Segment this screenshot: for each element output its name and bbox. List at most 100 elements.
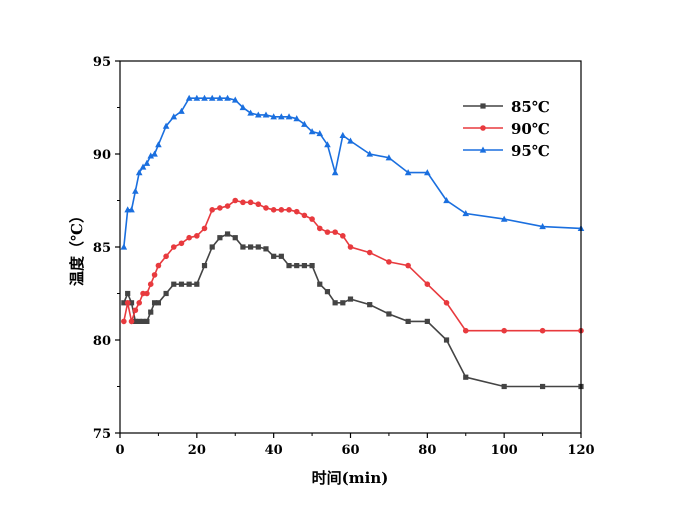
data-point [366, 249, 373, 256]
series-2 [120, 94, 585, 250]
y-tick-label: 80 [93, 334, 111, 349]
data-point [255, 201, 262, 208]
legend-label: 95℃ [511, 142, 550, 160]
y-tick-label: 95 [93, 55, 111, 70]
data-point [286, 263, 292, 269]
data-point [121, 318, 127, 325]
legend-marker [480, 103, 486, 109]
data-point [186, 234, 192, 241]
data-point [278, 207, 285, 213]
data-point [194, 233, 200, 239]
data-point [201, 263, 208, 269]
legend-label: 90℃ [511, 120, 550, 138]
y-tick-label: 90 [93, 148, 111, 163]
x-tick-label: 20 [188, 443, 206, 458]
legend-item: 90℃ [463, 120, 550, 138]
data-point [278, 113, 285, 120]
legend-label: 85℃ [511, 98, 550, 116]
data-point [128, 206, 135, 213]
data-point [255, 111, 262, 118]
data-point [339, 131, 347, 138]
data-point [263, 246, 269, 252]
x-tick-label: 60 [341, 443, 359, 458]
data-point [155, 300, 162, 306]
data-point [347, 296, 354, 302]
data-point [309, 216, 315, 222]
data-point [331, 169, 339, 176]
data-point [308, 128, 316, 135]
legend: 85℃ 90℃ 95℃ [463, 98, 550, 160]
data-point [501, 383, 507, 390]
data-point [539, 223, 546, 230]
data-point [332, 300, 338, 306]
data-point [293, 115, 301, 122]
data-point [301, 120, 308, 127]
data-point [120, 243, 128, 250]
data-point [500, 215, 508, 222]
x-tick-label: 0 [115, 443, 124, 458]
data-point [332, 229, 338, 235]
data-point [294, 263, 300, 269]
data-point [148, 309, 154, 315]
x-tick-label: 120 [567, 443, 594, 458]
data-point [163, 290, 169, 297]
data-point [463, 374, 469, 380]
data-point [443, 197, 450, 204]
data-point [301, 263, 307, 269]
y-tick-label: 75 [93, 427, 111, 442]
data-point [240, 199, 246, 206]
data-point [255, 244, 261, 250]
data-point [140, 318, 146, 324]
data-point [301, 212, 308, 219]
data-point [209, 207, 215, 213]
data-point [340, 233, 346, 239]
data-point [248, 244, 254, 250]
data-point [178, 240, 185, 247]
y-tick-label: 85 [93, 241, 111, 256]
data-point [151, 300, 158, 306]
data-point [263, 205, 269, 211]
data-point [132, 318, 138, 324]
series-1 [121, 197, 584, 334]
data-point [239, 104, 247, 111]
data-point [270, 113, 277, 120]
data-point [324, 141, 331, 148]
data-point [170, 113, 178, 120]
data-point [162, 122, 170, 129]
data-point [124, 300, 131, 306]
data-point [136, 300, 143, 306]
legend-marker [480, 125, 486, 131]
data-point [247, 199, 254, 206]
data-point [424, 169, 431, 176]
data-point [178, 107, 185, 114]
data-point [209, 244, 215, 250]
series-0 [121, 231, 584, 390]
data-point [316, 130, 324, 137]
data-point [143, 159, 151, 166]
data-point [155, 262, 162, 269]
data-point [386, 259, 392, 265]
data-point [147, 152, 155, 159]
data-point [424, 281, 431, 288]
data-point [539, 327, 546, 334]
data-point [140, 290, 146, 297]
data-point [125, 290, 131, 297]
data-point [216, 94, 224, 101]
x-tick-label: 40 [265, 443, 283, 458]
data-point [155, 141, 162, 148]
data-point [386, 311, 392, 317]
legend-marker [479, 146, 487, 153]
x-axis-title: 时间(min) [312, 469, 389, 487]
data-point [186, 281, 192, 287]
data-point [144, 318, 150, 324]
data-point [151, 272, 158, 278]
data-point [324, 229, 331, 235]
data-point [404, 169, 412, 176]
data-point [201, 94, 208, 101]
x-tick-label: 100 [491, 443, 518, 458]
data-point [367, 302, 373, 308]
data-point [194, 281, 200, 287]
data-point [501, 327, 507, 334]
data-point [185, 94, 193, 101]
